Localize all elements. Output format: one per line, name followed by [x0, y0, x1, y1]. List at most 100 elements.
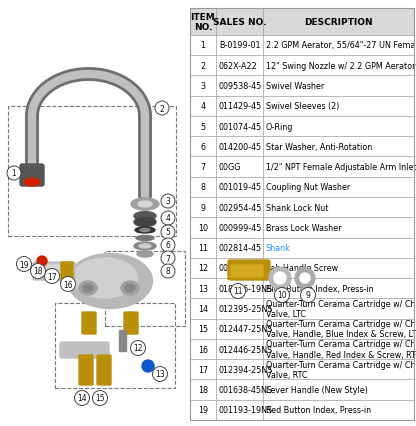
Bar: [105, 251, 185, 326]
Bar: [190, 96, 216, 117]
Text: Quarter-Turn Cerama Cartridge w/ Check
Valve, Handle, Blue Index & Screw, LTC: Quarter-Turn Cerama Cartridge w/ Check V…: [266, 320, 416, 339]
Text: 19: 19: [19, 260, 29, 269]
Bar: [190, 9, 216, 36]
Text: 13: 13: [155, 370, 165, 379]
Bar: [263, 96, 414, 117]
Bar: [216, 76, 263, 96]
Circle shape: [45, 269, 59, 284]
Text: 12" Swing Nozzle w/ 2.2 GPM Aerator: 12" Swing Nozzle w/ 2.2 GPM Aerator: [266, 61, 415, 71]
Ellipse shape: [295, 268, 315, 288]
Text: 10: 10: [198, 223, 208, 232]
Bar: [216, 360, 263, 380]
FancyBboxPatch shape: [124, 312, 138, 334]
Ellipse shape: [274, 272, 286, 284]
Bar: [216, 400, 263, 420]
Bar: [216, 339, 263, 360]
FancyBboxPatch shape: [228, 260, 270, 280]
FancyBboxPatch shape: [97, 355, 111, 385]
Bar: [190, 319, 216, 339]
Circle shape: [37, 256, 47, 266]
Text: 6: 6: [166, 241, 171, 250]
Circle shape: [7, 167, 21, 181]
Circle shape: [161, 239, 175, 253]
Text: O-Ring: O-Ring: [266, 122, 293, 131]
FancyBboxPatch shape: [119, 331, 126, 352]
Text: Lab Handle Screw: Lab Handle Screw: [266, 264, 338, 273]
Text: 011429-45: 011429-45: [219, 102, 262, 111]
Text: Swivel Washer: Swivel Washer: [266, 82, 324, 91]
Text: ITEM
NO.: ITEM NO.: [191, 13, 215, 32]
Bar: [190, 56, 216, 76]
Text: 014200-45: 014200-45: [219, 142, 262, 151]
FancyBboxPatch shape: [36, 265, 66, 277]
Ellipse shape: [136, 236, 154, 241]
Bar: [190, 76, 216, 96]
Bar: [263, 380, 414, 400]
Circle shape: [142, 360, 154, 372]
Ellipse shape: [139, 245, 151, 248]
Bar: [190, 360, 216, 380]
Text: 10: 10: [277, 291, 287, 300]
Bar: [263, 400, 414, 420]
Bar: [216, 9, 263, 36]
Text: 14: 14: [77, 394, 87, 403]
Bar: [263, 9, 414, 36]
Bar: [190, 258, 216, 279]
Text: Shank Lock Nut: Shank Lock Nut: [266, 203, 328, 212]
Bar: [216, 117, 263, 137]
Ellipse shape: [67, 254, 153, 309]
FancyBboxPatch shape: [33, 262, 75, 280]
Text: 3: 3: [201, 82, 206, 91]
Bar: [190, 299, 216, 319]
Text: 16: 16: [63, 280, 73, 289]
FancyBboxPatch shape: [20, 164, 44, 187]
Text: 2: 2: [160, 104, 164, 113]
Text: 11: 11: [233, 287, 243, 296]
Ellipse shape: [121, 281, 139, 295]
Bar: [190, 339, 216, 360]
Text: 012446-25NS: 012446-25NS: [219, 345, 273, 354]
Circle shape: [300, 288, 315, 303]
Circle shape: [131, 341, 146, 356]
Text: 11: 11: [198, 244, 208, 253]
Bar: [263, 198, 414, 218]
Text: Quarter-Turn Cerama Cartridge w/ Check
Valve, LTC: Quarter-Turn Cerama Cartridge w/ Check V…: [266, 299, 416, 319]
Text: 12: 12: [133, 344, 143, 353]
Text: 7: 7: [166, 254, 171, 263]
Circle shape: [161, 265, 175, 278]
Text: Swivel Sleeves (2): Swivel Sleeves (2): [266, 102, 339, 111]
Text: 3: 3: [166, 197, 171, 206]
Ellipse shape: [125, 284, 135, 292]
Text: Star Washer, Anti-Rotation: Star Washer, Anti-Rotation: [266, 142, 372, 151]
Circle shape: [92, 391, 107, 406]
Text: Brass Lock Washer: Brass Lock Washer: [266, 223, 341, 232]
Text: 17: 17: [198, 365, 208, 374]
Text: Shank: Shank: [266, 244, 291, 253]
Bar: [263, 36, 414, 56]
Bar: [216, 157, 263, 177]
Bar: [190, 380, 216, 400]
Text: 8: 8: [201, 183, 206, 192]
Bar: [190, 157, 216, 177]
Bar: [263, 319, 414, 339]
Ellipse shape: [140, 229, 150, 232]
Ellipse shape: [134, 212, 156, 221]
Text: 1: 1: [12, 169, 16, 178]
Text: 001638-45NS: 001638-45NS: [219, 385, 273, 394]
Text: 18: 18: [33, 267, 43, 276]
Text: 5: 5: [201, 122, 206, 131]
Bar: [263, 339, 414, 360]
Text: 15: 15: [95, 394, 105, 403]
Text: 1/2" NPT Female Adjustable Arm Inlet Asm: 1/2" NPT Female Adjustable Arm Inlet Asm: [266, 163, 416, 172]
Bar: [216, 299, 263, 319]
Text: 012395-25NS: 012395-25NS: [219, 304, 273, 313]
Bar: [216, 198, 263, 218]
Text: 000999-45: 000999-45: [219, 223, 262, 232]
Bar: [8, 107, 176, 236]
Text: 4: 4: [166, 214, 171, 223]
Bar: [263, 360, 414, 380]
Bar: [216, 238, 263, 258]
Bar: [263, 157, 414, 177]
Text: 00GG: 00GG: [219, 163, 241, 172]
Text: Quarter-Turn Cerama Cartridge w/ Check
Valve, Handle, Red Index & Screw, RTC: Quarter-Turn Cerama Cartridge w/ Check V…: [266, 340, 416, 359]
